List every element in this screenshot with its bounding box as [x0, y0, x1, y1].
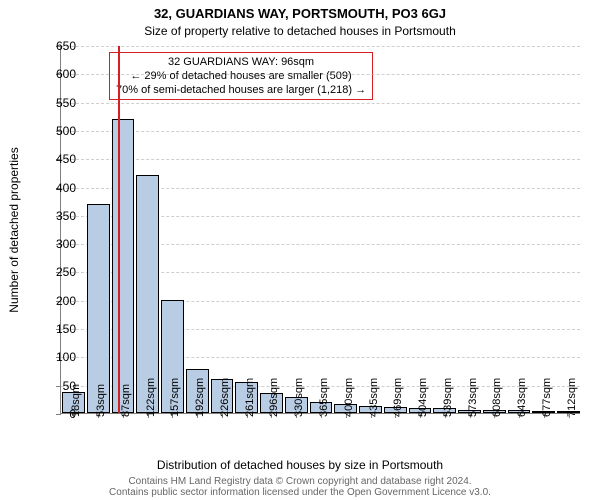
chart-subtitle: Size of property relative to detached ho… — [0, 24, 600, 38]
y-tick-label: 450 — [36, 152, 76, 166]
y-tick-label: 200 — [36, 294, 76, 308]
footer-line-1: Contains HM Land Registry data © Crown c… — [0, 476, 600, 487]
y-tick-label: 650 — [36, 39, 76, 53]
bar — [87, 204, 110, 413]
annotation-box: 32 GUARDIANS WAY: 96sqm ← 29% of detache… — [109, 52, 373, 100]
y-tick-label: 400 — [36, 181, 76, 195]
annotation-line-1: 32 GUARDIANS WAY: 96sqm — [116, 55, 366, 69]
y-tick-label: 50 — [36, 379, 76, 393]
chart-plot-area: 32 GUARDIANS WAY: 96sqm ← 29% of detache… — [60, 46, 580, 414]
y-tick-label: 350 — [36, 209, 76, 223]
chart-main-title: 32, GUARDIANS WAY, PORTSMOUTH, PO3 6GJ — [0, 6, 600, 21]
gridline — [61, 103, 580, 104]
chart-footer: Contains HM Land Registry data © Crown c… — [0, 476, 600, 498]
y-tick-label: 600 — [36, 67, 76, 81]
y-tick-label: 250 — [36, 265, 76, 279]
marker-line — [118, 46, 120, 413]
annotation-line-3: 70% of semi-detached houses are larger (… — [116, 83, 366, 97]
y-tick-label: 100 — [36, 350, 76, 364]
gridline — [61, 46, 580, 47]
gridline — [61, 74, 580, 75]
gridline — [61, 159, 580, 160]
y-tick-label: 500 — [36, 124, 76, 138]
footer-line-2: Contains public sector information licen… — [0, 487, 600, 498]
y-tick-label: 0 — [36, 407, 76, 421]
bar — [112, 119, 135, 413]
y-tick-label: 300 — [36, 237, 76, 251]
y-tick-label: 550 — [36, 96, 76, 110]
gridline — [61, 131, 580, 132]
x-axis-label: Distribution of detached houses by size … — [0, 458, 600, 472]
y-tick-label: 150 — [36, 322, 76, 336]
annotation-line-2: ← 29% of detached houses are smaller (50… — [116, 69, 366, 83]
